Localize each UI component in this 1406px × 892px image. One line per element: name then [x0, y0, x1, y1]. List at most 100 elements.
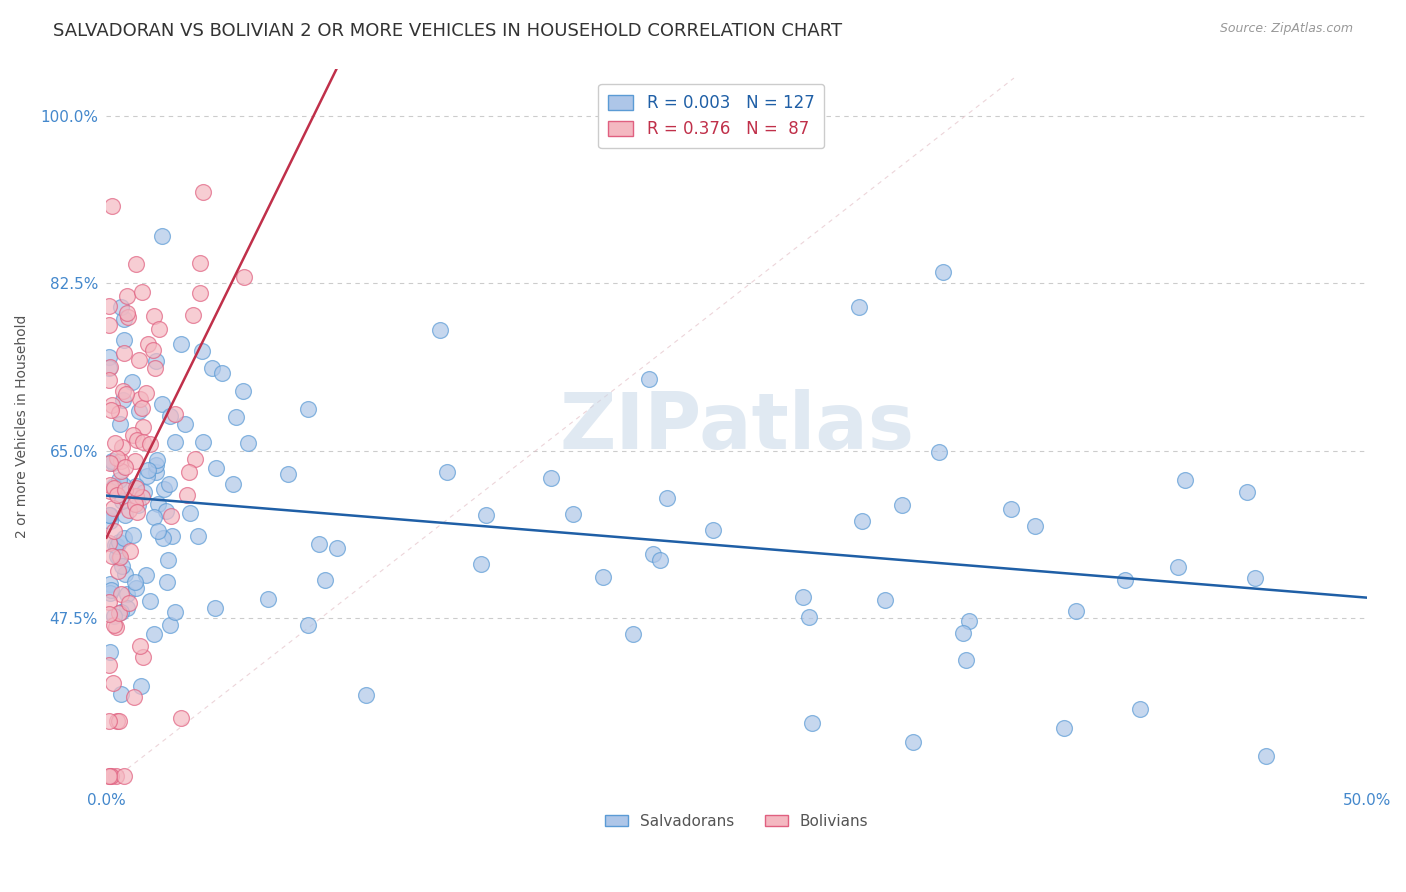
Point	[179, 506, 201, 520]
Point	[101, 454, 124, 468]
Point	[131, 650, 153, 665]
Point	[138, 463, 160, 477]
Point	[475, 508, 498, 523]
Point	[114, 459, 136, 474]
Point	[174, 417, 197, 432]
Point	[145, 458, 167, 473]
Point	[851, 514, 873, 528]
Point	[191, 185, 214, 199]
Point	[98, 595, 121, 609]
Point	[176, 487, 198, 501]
Point	[204, 461, 226, 475]
Point	[928, 444, 950, 458]
Point	[470, 557, 492, 571]
Point	[104, 537, 127, 551]
Point	[142, 627, 165, 641]
Point	[201, 360, 224, 375]
Point	[702, 523, 724, 537]
Point	[170, 337, 193, 351]
Point	[110, 300, 132, 314]
Point	[110, 464, 132, 478]
Point	[297, 617, 319, 632]
Point	[957, 614, 980, 628]
Point	[848, 300, 870, 314]
Point	[124, 581, 146, 595]
Point	[98, 373, 121, 387]
Point	[436, 465, 458, 479]
Point	[314, 573, 336, 587]
Point	[125, 489, 148, 503]
Point	[98, 483, 121, 498]
Point	[131, 285, 153, 299]
Point	[325, 541, 347, 556]
Point	[101, 398, 124, 412]
Point	[111, 384, 134, 399]
Point	[1000, 502, 1022, 516]
Point	[156, 575, 179, 590]
Point	[139, 436, 162, 450]
Point	[98, 360, 121, 375]
Point	[121, 375, 143, 389]
Point	[110, 454, 132, 468]
Point	[104, 768, 127, 782]
Point	[211, 366, 233, 380]
Point	[103, 617, 125, 632]
Point	[150, 396, 173, 410]
Point	[101, 199, 124, 213]
Point	[792, 590, 814, 604]
Point	[125, 481, 148, 495]
Point	[131, 420, 153, 434]
Point	[110, 605, 132, 619]
Point	[204, 601, 226, 615]
Point	[657, 491, 679, 505]
Point	[142, 509, 165, 524]
Point	[103, 609, 125, 624]
Point	[105, 714, 128, 728]
Point	[153, 482, 176, 496]
Point	[128, 353, 150, 368]
Point	[98, 508, 121, 523]
Point	[641, 547, 664, 561]
Point	[112, 333, 135, 347]
Point	[108, 534, 131, 549]
Point	[145, 465, 167, 479]
Point	[115, 306, 138, 320]
Point	[110, 687, 132, 701]
Point	[121, 428, 143, 442]
Point	[891, 498, 914, 512]
Point	[139, 594, 162, 608]
Point	[187, 529, 209, 543]
Point	[145, 354, 167, 368]
Point	[105, 488, 128, 502]
Point	[118, 543, 141, 558]
Point	[107, 406, 129, 420]
Point	[107, 564, 129, 578]
Point	[98, 577, 121, 591]
Point	[163, 605, 186, 619]
Point	[114, 508, 136, 522]
Point	[112, 768, 135, 782]
Point	[129, 639, 152, 653]
Point	[98, 607, 121, 621]
Point	[111, 392, 134, 407]
Point	[110, 587, 132, 601]
Point	[114, 531, 136, 545]
Point	[1129, 701, 1152, 715]
Point	[98, 477, 121, 491]
Point	[1024, 519, 1046, 533]
Point	[135, 568, 157, 582]
Point	[1254, 749, 1277, 764]
Point	[1064, 604, 1087, 618]
Point	[122, 690, 145, 704]
Point	[356, 688, 378, 702]
Point	[156, 553, 179, 567]
Point	[105, 549, 128, 563]
Point	[801, 716, 824, 731]
Point	[146, 453, 169, 467]
Point	[98, 714, 121, 728]
Point	[1114, 573, 1136, 587]
Point	[146, 524, 169, 538]
Point	[1236, 485, 1258, 500]
Point	[932, 265, 955, 279]
Point	[127, 433, 149, 447]
